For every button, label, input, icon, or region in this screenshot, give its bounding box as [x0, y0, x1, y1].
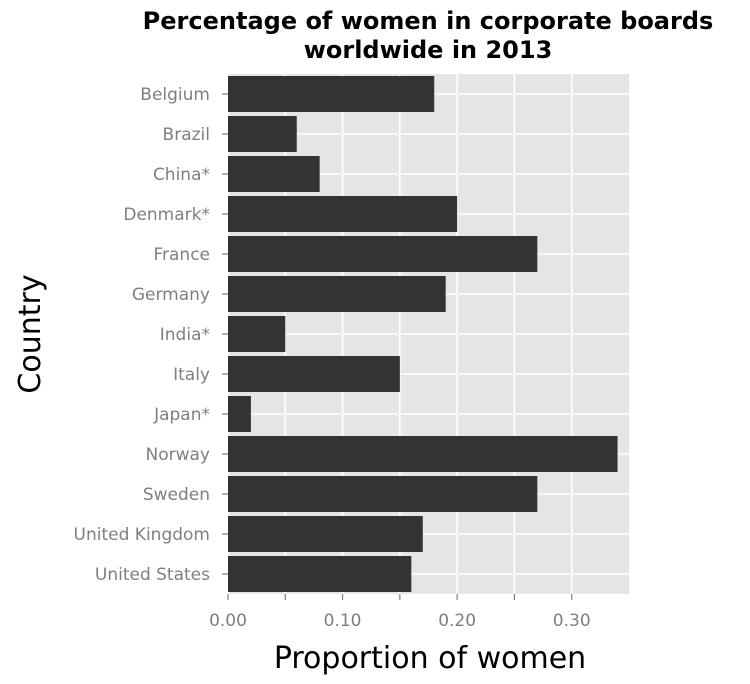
- bars: [228, 76, 618, 592]
- y-tick-label: Germany: [132, 285, 210, 305]
- chart-title-line-2: worldwide in 2013: [304, 36, 553, 64]
- y-tick-label: United States: [95, 565, 210, 585]
- bar-france: [228, 236, 538, 272]
- y-tick-label: Belgium: [140, 85, 210, 105]
- y-axis: Belgium Brazil China* Denmark* France Germany…: [74, 85, 228, 585]
- bar-belgium: [228, 76, 435, 112]
- bar-sweden: [228, 476, 538, 512]
- bar-united-states: [228, 556, 412, 592]
- y-tick-label: India*: [160, 325, 210, 345]
- x-axis: 0.00 0.10 0.20 0.30: [209, 594, 591, 631]
- bar-india: [228, 316, 286, 352]
- x-tick-label: 0.30: [553, 611, 591, 631]
- x-axis-title: Proportion of women: [274, 641, 586, 676]
- bar-china: [228, 156, 320, 192]
- x-tick-label: 0.00: [209, 611, 247, 631]
- y-tick-label: Denmark*: [123, 205, 210, 225]
- y-tick-label: United Kingdom: [74, 525, 210, 545]
- chart-title-line-1: Percentage of women in corporate boards: [143, 7, 714, 35]
- y-tick-label: Italy: [173, 365, 210, 385]
- y-tick-label: Japan*: [153, 405, 210, 425]
- y-tick-label: Brazil: [163, 125, 210, 145]
- y-tick-label: Sweden: [143, 485, 210, 505]
- x-tick-label: 0.10: [324, 611, 362, 631]
- y-tick-label: France: [153, 245, 210, 265]
- bar-germany: [228, 276, 446, 312]
- bar-denmark: [228, 196, 458, 232]
- x-tick-label: 0.20: [438, 611, 476, 631]
- bar-italy: [228, 356, 400, 392]
- bar-brazil: [228, 116, 297, 152]
- y-tick-label: Norway: [146, 445, 211, 465]
- bar-norway: [228, 436, 618, 472]
- bar-japan: [228, 396, 251, 432]
- bar-united-kingdom: [228, 516, 423, 552]
- y-tick-label: China*: [153, 165, 210, 185]
- y-axis-title: Country: [13, 274, 48, 393]
